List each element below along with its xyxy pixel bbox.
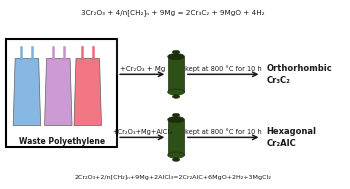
Polygon shape xyxy=(13,59,41,125)
Text: Waste Polyethylene: Waste Polyethylene xyxy=(19,137,105,146)
Ellipse shape xyxy=(168,152,184,158)
Text: kept at 800 °C for 10 h: kept at 800 °C for 10 h xyxy=(185,66,261,72)
Text: 2Cr₂O₃+2/n[CH₂]ₙ+9Mg+2AlCl₃=2Cr₂AlC+6MgO+2H₂+3MgCl₂: 2Cr₂O₃+2/n[CH₂]ₙ+9Mg+2AlCl₃=2Cr₂AlC+6MgO… xyxy=(75,175,272,180)
Ellipse shape xyxy=(172,158,180,161)
Text: Orthorhombic
Cr₃C₂: Orthorhombic Cr₃C₂ xyxy=(266,64,332,85)
Bar xyxy=(168,57,184,92)
Text: Hexagonal
Cr₂AlC: Hexagonal Cr₂AlC xyxy=(266,127,316,148)
Text: +Cr₂O₃ + Mg: +Cr₂O₃ + Mg xyxy=(120,66,165,72)
Bar xyxy=(168,120,184,155)
Text: +Cr₂O₃+Mg+AlCl₃: +Cr₂O₃+Mg+AlCl₃ xyxy=(112,129,172,135)
Ellipse shape xyxy=(168,89,184,95)
Ellipse shape xyxy=(168,53,184,60)
Ellipse shape xyxy=(168,117,184,123)
Ellipse shape xyxy=(172,95,180,98)
Polygon shape xyxy=(44,59,72,125)
Ellipse shape xyxy=(172,113,180,117)
Text: kept at 800 °C for 10 h: kept at 800 °C for 10 h xyxy=(185,129,261,135)
Bar xyxy=(6,39,117,147)
Ellipse shape xyxy=(172,50,180,54)
Text: 3Cr₂O₃ + 4/n[CH₂]ₙ + 9Mg = 2Cr₃C₂ + 9MgO + 4H₂: 3Cr₂O₃ + 4/n[CH₂]ₙ + 9Mg = 2Cr₃C₂ + 9MgO… xyxy=(81,9,265,16)
Polygon shape xyxy=(74,59,101,125)
